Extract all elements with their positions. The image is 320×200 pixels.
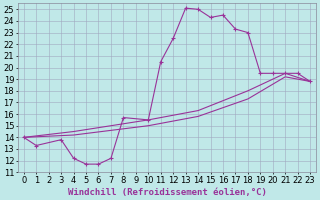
X-axis label: Windchill (Refroidissement éolien,°C): Windchill (Refroidissement éolien,°C) — [68, 188, 267, 197]
